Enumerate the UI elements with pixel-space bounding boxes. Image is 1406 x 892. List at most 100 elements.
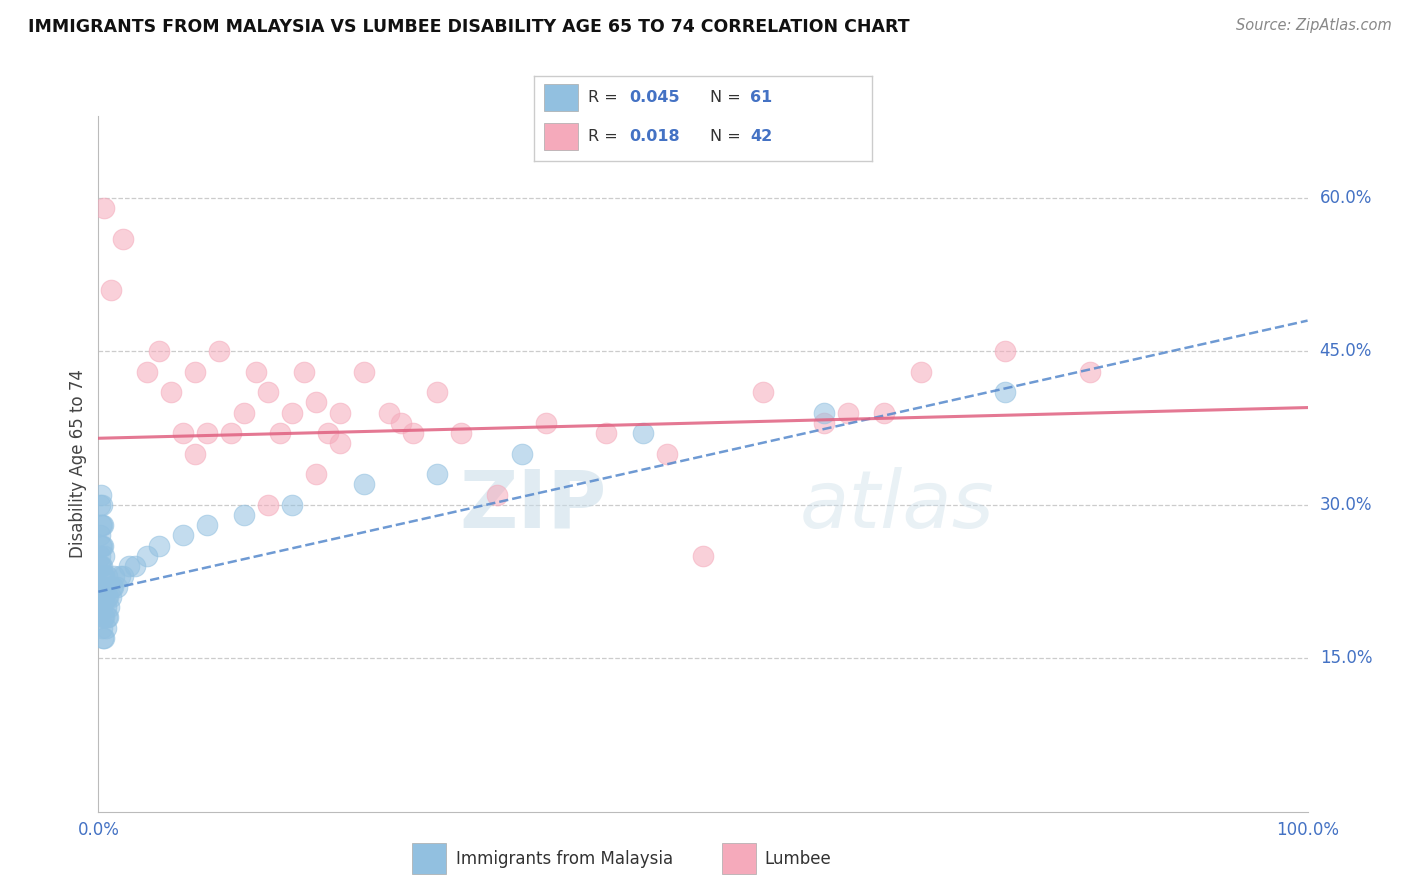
Y-axis label: Disability Age 65 to 74: Disability Age 65 to 74 xyxy=(69,369,87,558)
Point xyxy=(353,365,375,379)
Text: R =: R = xyxy=(588,90,623,105)
Point xyxy=(910,365,932,379)
Point xyxy=(450,426,472,441)
Point xyxy=(91,518,114,533)
Point xyxy=(752,385,775,400)
Point xyxy=(94,580,117,594)
Point xyxy=(111,232,134,246)
Point xyxy=(91,539,114,553)
Point xyxy=(994,385,1017,400)
Point xyxy=(91,539,114,553)
Point xyxy=(160,385,183,400)
FancyBboxPatch shape xyxy=(721,843,755,874)
Text: ZIP: ZIP xyxy=(458,467,606,545)
Point xyxy=(89,580,111,594)
Point xyxy=(91,569,114,583)
Point xyxy=(595,426,617,441)
Point xyxy=(655,447,678,461)
Point xyxy=(91,590,114,604)
Point xyxy=(221,426,243,441)
FancyBboxPatch shape xyxy=(544,85,578,112)
Point xyxy=(837,406,859,420)
Text: N =: N = xyxy=(710,129,745,145)
Point xyxy=(89,559,111,574)
Point xyxy=(256,385,278,400)
Point xyxy=(93,569,115,583)
Point xyxy=(91,621,114,635)
Point xyxy=(91,518,114,533)
Point xyxy=(118,559,141,574)
Point xyxy=(305,467,328,481)
Point xyxy=(184,365,207,379)
Text: 15.0%: 15.0% xyxy=(1320,649,1372,667)
Point xyxy=(96,590,118,604)
Point xyxy=(305,395,328,409)
Point xyxy=(377,406,399,420)
Point xyxy=(232,508,254,522)
Point xyxy=(89,590,111,604)
Point xyxy=(98,600,121,615)
Point xyxy=(100,283,122,297)
Point xyxy=(510,447,533,461)
Point xyxy=(101,580,124,594)
Point xyxy=(402,426,425,441)
Text: 61: 61 xyxy=(751,90,772,105)
Point xyxy=(148,344,170,359)
Text: R =: R = xyxy=(588,129,623,145)
Text: 0.018: 0.018 xyxy=(628,129,679,145)
Point xyxy=(195,426,218,441)
Point xyxy=(96,569,118,583)
Point xyxy=(105,580,128,594)
Point xyxy=(172,426,194,441)
Point xyxy=(281,406,304,420)
Text: N =: N = xyxy=(710,90,745,105)
Point xyxy=(111,569,134,583)
Point xyxy=(103,569,125,583)
Point xyxy=(1078,365,1101,379)
Point xyxy=(534,416,557,430)
Point xyxy=(316,426,339,441)
Point xyxy=(93,610,115,624)
Point xyxy=(813,416,835,430)
Text: Lumbee: Lumbee xyxy=(765,849,831,868)
Point xyxy=(89,549,111,563)
Text: 60.0%: 60.0% xyxy=(1320,189,1372,207)
Point xyxy=(195,518,218,533)
Point xyxy=(90,559,112,574)
Point xyxy=(329,436,352,450)
Point xyxy=(91,600,114,615)
Point xyxy=(96,610,118,624)
Point xyxy=(91,610,114,624)
Point xyxy=(93,631,115,645)
Point xyxy=(90,539,112,553)
FancyBboxPatch shape xyxy=(544,123,578,151)
Point xyxy=(90,580,112,594)
Point xyxy=(256,498,278,512)
Point xyxy=(426,385,449,400)
Point xyxy=(329,406,352,420)
Text: 42: 42 xyxy=(751,129,772,145)
Point xyxy=(245,365,267,379)
Point xyxy=(135,365,157,379)
Point xyxy=(90,590,112,604)
Point xyxy=(426,467,449,481)
Point xyxy=(148,539,170,553)
Point xyxy=(89,528,111,542)
Point xyxy=(90,487,112,501)
Point xyxy=(100,580,122,594)
Point xyxy=(91,498,114,512)
Point xyxy=(813,406,835,420)
Text: 0.045: 0.045 xyxy=(628,90,679,105)
Text: atlas: atlas xyxy=(800,467,994,545)
Point xyxy=(94,621,117,635)
Point xyxy=(91,580,114,594)
Point xyxy=(93,590,115,604)
Point xyxy=(89,498,111,512)
Point xyxy=(100,590,122,604)
Point xyxy=(108,569,131,583)
Text: Source: ZipAtlas.com: Source: ZipAtlas.com xyxy=(1236,18,1392,33)
Point xyxy=(353,477,375,491)
Point xyxy=(94,600,117,615)
Point xyxy=(692,549,714,563)
Point xyxy=(97,610,120,624)
